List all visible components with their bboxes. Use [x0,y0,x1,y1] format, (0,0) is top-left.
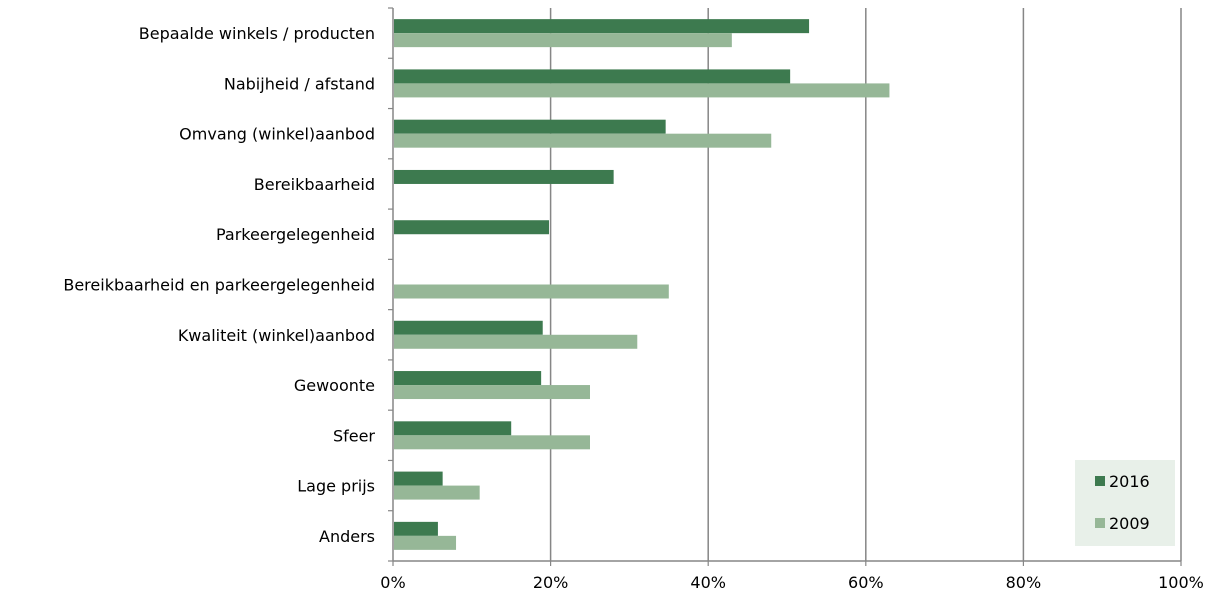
legend-box [1075,460,1175,546]
category-label: Anders [319,527,375,546]
bar-2016 [394,220,550,235]
legend-label-2016: 2016 [1109,472,1150,491]
bar-2009 [394,535,457,550]
category-label: Parkeergelegenheid [216,225,375,244]
bar-2009 [394,83,890,98]
x-tick-label: 60% [848,573,884,592]
x-tick-label: 80% [1006,573,1042,592]
legend-swatch-2009 [1095,518,1105,528]
bar-2016 [394,69,791,84]
category-label: Sfeer [333,426,375,445]
bar-2009 [394,33,732,48]
bar-2016 [394,320,543,335]
category-label: Bereikbaarheid en parkeergelegenheid [63,276,375,295]
category-label: Kwaliteit (winkel)aanbod [178,326,375,345]
x-tick-label: 0% [380,573,405,592]
bar-2009 [394,284,669,299]
legend-label-2009: 2009 [1109,514,1150,533]
bar-2016 [394,119,666,134]
bar-2016 [394,421,512,436]
category-label: Bepaalde winkels / producten [139,24,375,43]
category-label: Lage prijs [297,477,375,496]
category-label: Gewoonte [294,376,375,395]
bar-2009 [394,334,638,349]
bar-2009 [394,435,590,450]
bar-2016 [394,471,443,486]
bar-2016 [394,371,542,386]
category-label: Nabijheid / afstand [224,74,375,93]
bar-2009 [394,485,480,500]
bar-2009 [394,133,772,148]
bar-2016 [394,521,438,536]
x-tick-label: 100% [1158,573,1204,592]
bar-2016 [394,169,614,184]
category-label: Omvang (winkel)aanbod [179,125,375,144]
bar-2016 [394,19,810,34]
x-tick-label: 40% [690,573,726,592]
bar-2009 [394,385,590,400]
x-tick-label: 20% [533,573,569,592]
legend-swatch-2016 [1095,476,1105,486]
category-label: Bereikbaarheid [254,175,375,194]
